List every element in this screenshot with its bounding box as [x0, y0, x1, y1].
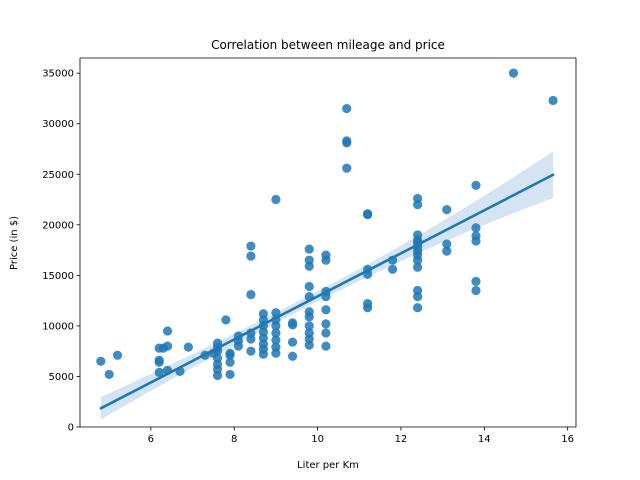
x-tick-label: 6 [148, 434, 154, 445]
y-tick-label: 10000 [42, 321, 74, 332]
x-tick-label: 8 [231, 434, 237, 445]
y-tick-label: 0 [68, 423, 74, 434]
y-tick-label: 15000 [42, 271, 74, 282]
data-point [321, 341, 331, 351]
y-tick-label: 25000 [42, 170, 74, 181]
confidence-band-layer [100, 151, 554, 420]
data-point [304, 312, 314, 322]
data-point [154, 367, 164, 378]
x-tick-label: 16 [561, 434, 574, 445]
data-point [233, 341, 243, 351]
data-point [471, 276, 481, 287]
chart-title: Correlation between mileage and price [211, 38, 445, 52]
data-point [471, 180, 481, 190]
data-point [508, 68, 519, 78]
data-point [388, 264, 398, 274]
data-point [271, 328, 281, 338]
y-tick-label: 35000 [42, 69, 74, 80]
data-point [413, 291, 423, 302]
data-point [304, 244, 314, 254]
confidence-band [100, 151, 554, 420]
data-point [271, 321, 281, 331]
data-point [162, 341, 173, 351]
data-point [162, 326, 173, 336]
data-point [225, 350, 235, 360]
data-point [112, 350, 123, 360]
data-point [442, 246, 452, 256]
y-tick-label: 30000 [42, 119, 74, 130]
data-point [246, 289, 256, 300]
data-point [363, 303, 373, 313]
x-axis-title: Liter per Km [297, 460, 359, 471]
data-point [413, 262, 423, 272]
data-point [221, 315, 231, 325]
data-point [183, 342, 193, 352]
data-point [321, 319, 331, 329]
data-point [321, 255, 331, 265]
data-point [304, 261, 314, 271]
data-point [342, 103, 352, 114]
data-point [413, 303, 423, 313]
data-point [287, 320, 298, 330]
data-point [287, 351, 298, 361]
data-point [258, 349, 268, 359]
axes-frame [79, 57, 577, 428]
data-point [548, 95, 558, 106]
data-point [321, 305, 331, 315]
data-point [471, 223, 481, 233]
data-point [342, 138, 352, 148]
data-point [287, 337, 298, 347]
y-tick-label: 20000 [42, 220, 74, 231]
data-point [413, 255, 423, 265]
data-point [471, 236, 481, 246]
regression-line [99, 173, 555, 410]
data-point [363, 209, 373, 219]
data-point [271, 335, 281, 345]
data-point [104, 369, 114, 380]
x-tick-label: 14 [478, 434, 491, 445]
axis-ticks: 6 8 10 12 14 16 0 5000 10000 15000 20000 25000 30000… [42, 69, 574, 445]
x-tick-label: 10 [311, 434, 324, 445]
x-tick-label: 12 [395, 434, 408, 445]
data-point [471, 285, 481, 296]
data-point [225, 357, 235, 367]
data-point [212, 370, 223, 381]
y-tick-label: 5000 [49, 372, 74, 383]
data-point [271, 308, 281, 318]
data-point [246, 241, 256, 251]
data-point [246, 251, 256, 261]
data-point [442, 205, 452, 215]
data-point [212, 353, 223, 363]
data-point [304, 321, 314, 331]
data-point [246, 346, 256, 356]
regression-line-layer [99, 173, 555, 410]
data-point [96, 356, 106, 366]
data-point [342, 163, 352, 173]
data-point [304, 340, 314, 350]
data-point [321, 328, 331, 338]
data-point [271, 348, 281, 358]
data-points-layer [96, 68, 558, 381]
data-point [271, 194, 281, 205]
data-point [413, 199, 423, 210]
data-point [442, 239, 452, 249]
y-axis-title: Price (in $) [9, 216, 20, 270]
data-point [154, 357, 164, 367]
data-point [304, 281, 314, 292]
data-point [225, 369, 235, 380]
